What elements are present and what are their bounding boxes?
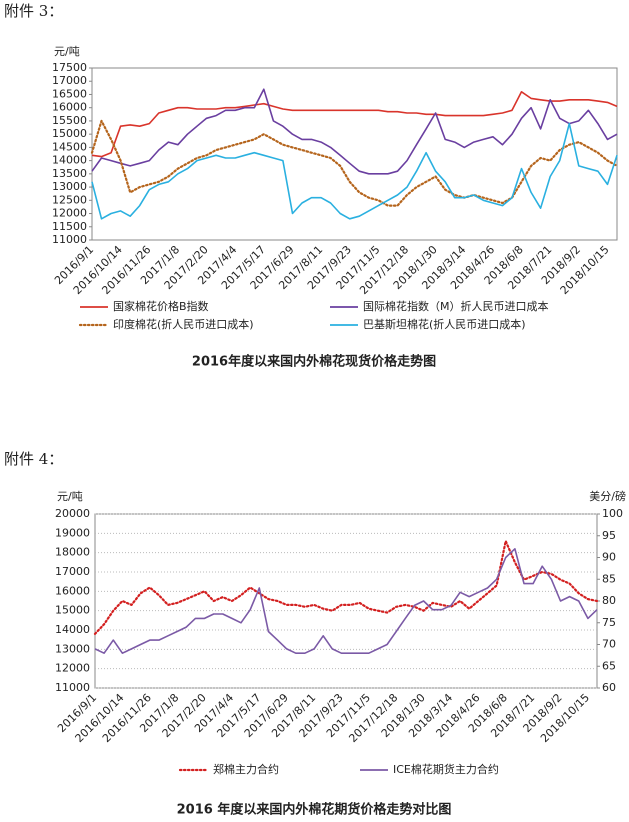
y2-tick-label: 75 xyxy=(602,616,616,629)
legend-label: 巴基斯坦棉花(折人民币进口成本) xyxy=(363,317,526,331)
y-tick-label: 15000 xyxy=(55,604,90,617)
y-tick-label: 13000 xyxy=(52,180,87,193)
legend-label: 郑棉主力合约 xyxy=(213,762,279,776)
y-tick-label: 19000 xyxy=(55,526,90,539)
y-tick-label: 12500 xyxy=(52,193,87,206)
y-unit: 元/吨 xyxy=(54,45,80,58)
y2-tick-label: 90 xyxy=(602,551,616,564)
y-tick-label: 14000 xyxy=(52,154,87,167)
heading: 附件 3： xyxy=(4,2,63,20)
legend-label: 国家棉花价格B指数 xyxy=(113,299,209,313)
y-tick-label: 20000 xyxy=(55,507,90,520)
y-tick-label: 17000 xyxy=(55,565,90,578)
y-tick-label: 16500 xyxy=(52,87,87,100)
y-unit: 元/吨 xyxy=(57,490,83,503)
y-tick-label: 11500 xyxy=(52,220,87,233)
legend-label: 印度棉花(折人民币进口成本) xyxy=(113,317,254,331)
y-tick-label: 11000 xyxy=(52,233,87,246)
y-tick-label: 14000 xyxy=(55,623,90,636)
y-tick-label: 16000 xyxy=(55,584,90,597)
y-tick-label: 15000 xyxy=(52,127,87,140)
y-tick-label: 15500 xyxy=(52,114,87,127)
y-tick-label: 17000 xyxy=(52,74,87,87)
y-tick-label: 12000 xyxy=(55,662,90,675)
y2-tick-label: 95 xyxy=(602,529,616,542)
series-line xyxy=(91,122,618,220)
y2-tick-label: 80 xyxy=(602,594,616,607)
plot-frame xyxy=(91,67,618,241)
series-line xyxy=(94,548,598,654)
y-tick-label: 17500 xyxy=(52,61,87,74)
y-tick-label: 14500 xyxy=(52,140,87,153)
y-tick-label: 18000 xyxy=(55,546,90,559)
legend-label: 国际棉花指数（M）折人民币进口成本 xyxy=(363,299,549,313)
series-line xyxy=(93,540,599,635)
y-tick-label: 11000 xyxy=(55,681,90,694)
heading: 附件 4： xyxy=(4,450,63,468)
plot-frame xyxy=(94,513,598,689)
y2-tick-label: 65 xyxy=(602,659,616,672)
y2-tick-label: 100 xyxy=(602,507,623,520)
y2-tick-label: 85 xyxy=(602,572,616,585)
y-tick-label: 12000 xyxy=(52,207,87,220)
y2-tick-label: 70 xyxy=(602,638,616,651)
y2-tick-label: 60 xyxy=(602,681,616,694)
chart-title: 2016年度以来国内外棉花现货价格走势图 xyxy=(192,354,436,370)
series-line xyxy=(90,119,619,207)
series-line xyxy=(91,88,618,175)
legend-label: ICE棉花期货主力合约 xyxy=(393,762,499,776)
y-tick-label: 16000 xyxy=(52,101,87,114)
series-line xyxy=(91,91,618,158)
y-tick-label: 13000 xyxy=(55,642,90,655)
chart-title: 2016 年度以来国内外棉花期货价格走势对比图 xyxy=(177,802,452,818)
y-tick-label: 13500 xyxy=(52,167,87,180)
y2-unit: 美分/磅 xyxy=(589,489,626,503)
